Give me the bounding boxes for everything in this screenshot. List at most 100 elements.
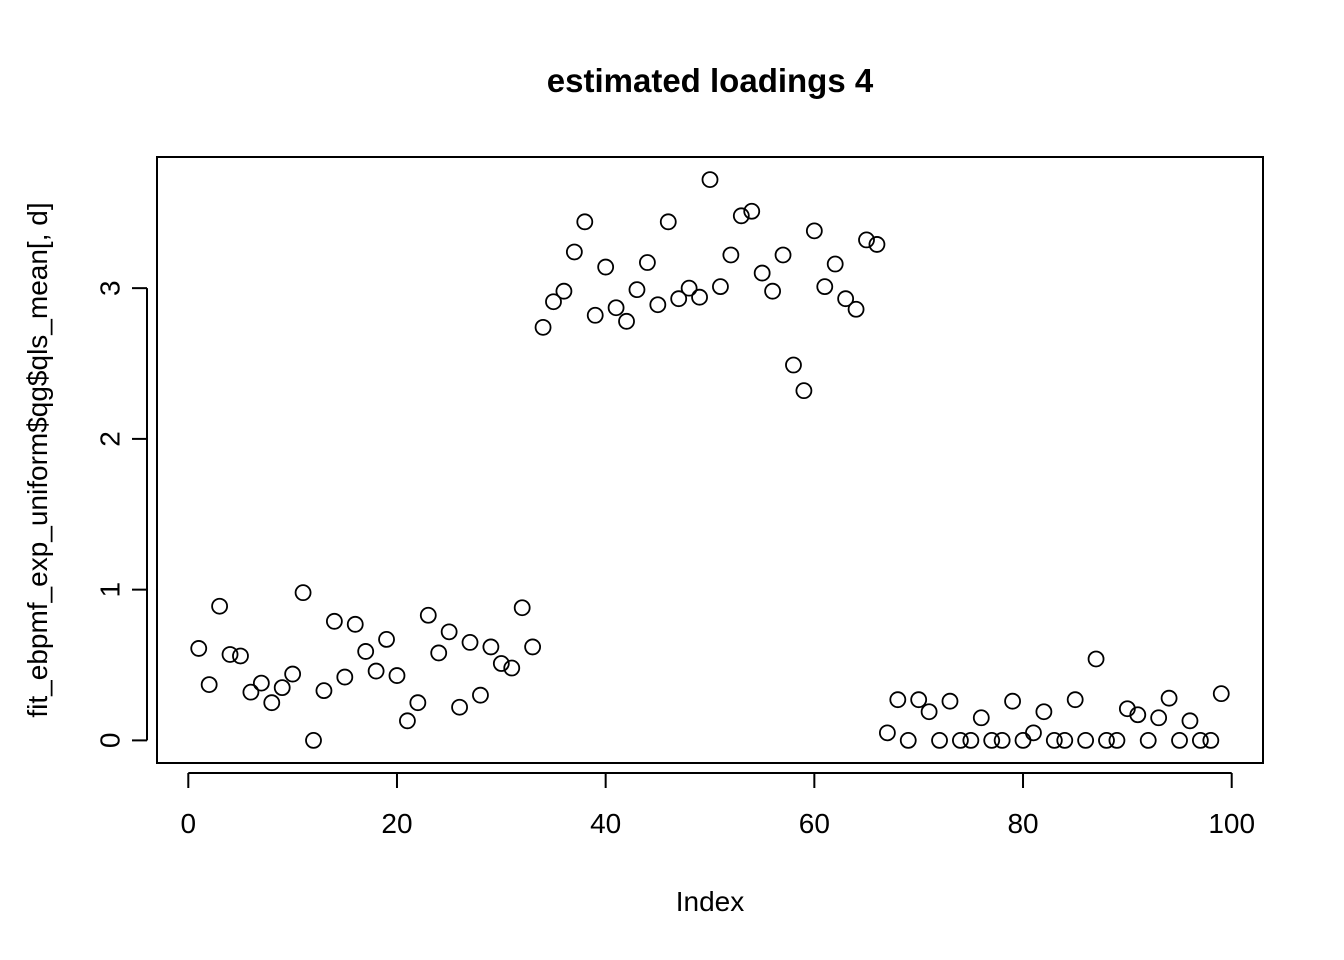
data-points bbox=[190, 171, 1230, 749]
data-point bbox=[1171, 731, 1188, 749]
data-point bbox=[211, 597, 229, 615]
data-point bbox=[774, 246, 792, 264]
data-point bbox=[899, 731, 917, 749]
data-point bbox=[1202, 731, 1220, 749]
data-point bbox=[534, 318, 552, 336]
y-tick-label: 0 bbox=[95, 733, 126, 749]
data-point bbox=[472, 686, 489, 704]
data-point bbox=[722, 246, 740, 264]
x-tick-label: 40 bbox=[590, 808, 621, 839]
data-point bbox=[1025, 724, 1042, 742]
data-point bbox=[878, 724, 896, 742]
data-point bbox=[1212, 685, 1230, 703]
data-point bbox=[315, 682, 333, 700]
data-point bbox=[659, 213, 677, 231]
plot-frame bbox=[156, 156, 1264, 764]
data-point bbox=[451, 698, 468, 716]
data-point bbox=[972, 709, 990, 727]
x-axis-label: Index bbox=[676, 886, 745, 917]
data-point bbox=[889, 691, 907, 709]
data-point bbox=[1087, 650, 1105, 668]
data-point bbox=[868, 236, 886, 253]
y-axis-label: fit_ebpmf_exp_uniform$qg$qls_mean[, d] bbox=[22, 202, 53, 717]
data-point bbox=[221, 646, 239, 663]
data-point bbox=[1077, 731, 1095, 749]
data-point bbox=[440, 623, 458, 641]
data-point bbox=[743, 202, 761, 220]
data-point bbox=[837, 290, 855, 308]
data-point bbox=[1139, 731, 1157, 749]
data-point bbox=[680, 279, 698, 297]
chart-title: estimated loadings 4 bbox=[547, 62, 874, 99]
data-point bbox=[399, 712, 416, 730]
data-point bbox=[638, 254, 656, 271]
y-tick-label: 2 bbox=[95, 431, 126, 447]
x-axis: 0 20 40 60 80 100 bbox=[181, 772, 1255, 839]
data-point bbox=[555, 282, 573, 300]
data-point bbox=[628, 281, 646, 299]
data-point bbox=[524, 638, 542, 656]
x-tick-label: 100 bbox=[1208, 808, 1255, 839]
data-point bbox=[576, 213, 594, 231]
data-point bbox=[618, 312, 635, 330]
data-point bbox=[388, 667, 406, 684]
data-point bbox=[1108, 731, 1126, 749]
data-point bbox=[952, 731, 969, 749]
data-point bbox=[242, 683, 260, 701]
data-point bbox=[597, 258, 615, 276]
data-point bbox=[284, 665, 302, 683]
data-point bbox=[305, 731, 322, 749]
data-point bbox=[816, 278, 834, 296]
data-point bbox=[1014, 731, 1032, 749]
data-point bbox=[691, 288, 708, 306]
data-point bbox=[785, 356, 802, 374]
data-point bbox=[1181, 712, 1199, 730]
data-point bbox=[190, 640, 208, 657]
data-point bbox=[1150, 709, 1168, 727]
x-tick-label: 0 bbox=[181, 808, 197, 839]
x-tick-label: 80 bbox=[1007, 808, 1038, 839]
data-point bbox=[513, 599, 531, 617]
data-point bbox=[367, 662, 385, 680]
data-point bbox=[858, 231, 875, 249]
data-point bbox=[1098, 731, 1115, 749]
data-point bbox=[753, 264, 771, 282]
x-tick-label: 20 bbox=[381, 808, 412, 839]
data-point bbox=[826, 255, 844, 273]
data-point bbox=[503, 659, 521, 677]
data-point bbox=[200, 676, 218, 694]
data-point bbox=[983, 731, 1001, 749]
data-point bbox=[1056, 731, 1074, 749]
data-point bbox=[1045, 731, 1063, 749]
data-point bbox=[847, 300, 865, 318]
data-point bbox=[1160, 689, 1178, 707]
data-point bbox=[263, 694, 281, 712]
data-point bbox=[920, 703, 938, 721]
data-point bbox=[586, 306, 604, 324]
data-point bbox=[649, 296, 667, 314]
data-point bbox=[545, 293, 562, 311]
data-point bbox=[252, 674, 270, 692]
data-point bbox=[1066, 691, 1084, 709]
data-point bbox=[357, 643, 375, 660]
data-point bbox=[294, 584, 312, 602]
data-point bbox=[607, 299, 625, 317]
data-point bbox=[325, 612, 343, 630]
data-point bbox=[795, 382, 813, 400]
data-point bbox=[931, 731, 948, 749]
data-point bbox=[232, 647, 249, 665]
data-point bbox=[430, 644, 448, 662]
x-tick-label: 60 bbox=[799, 808, 830, 839]
data-point bbox=[910, 691, 928, 709]
data-point bbox=[461, 634, 479, 651]
data-point bbox=[701, 171, 719, 189]
data-point bbox=[1129, 706, 1147, 724]
data-point bbox=[941, 692, 959, 710]
y-tick-label: 1 bbox=[95, 582, 126, 598]
data-point bbox=[670, 290, 688, 308]
data-point bbox=[273, 679, 291, 697]
data-point bbox=[346, 615, 364, 633]
data-point bbox=[962, 731, 980, 749]
data-point bbox=[805, 222, 823, 240]
